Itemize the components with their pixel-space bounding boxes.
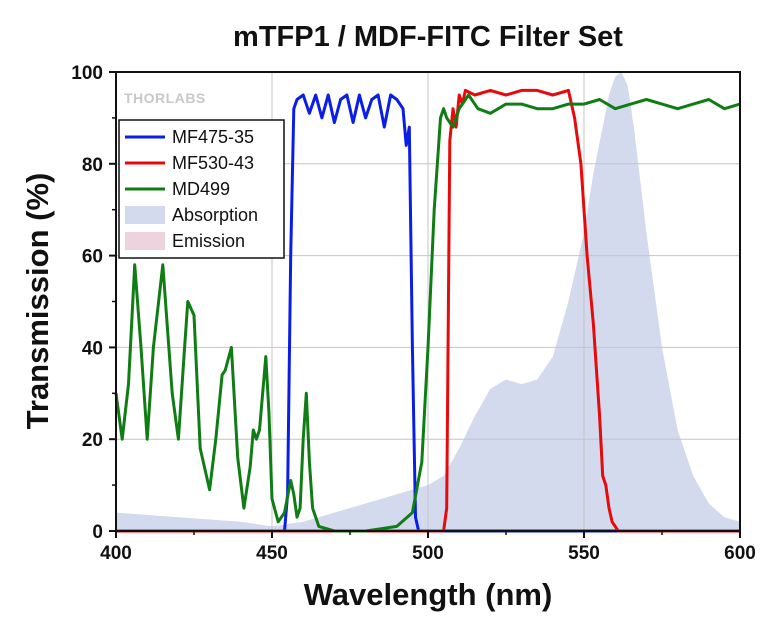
y-tick-label: 40 (82, 338, 103, 359)
y-tick-label: 100 (71, 63, 103, 84)
x-tick-label: 600 (724, 543, 756, 564)
legend-label-mf475-35: MF475-35 (172, 127, 254, 147)
line-md499 (114, 93, 741, 533)
thorlabs-watermark: THORLABS (124, 90, 206, 106)
y-tick-label: 60 (82, 247, 103, 268)
legend-label-md499: MD499 (172, 179, 230, 199)
chart-title: mTFP1 / MDF-FITC Filter Set (233, 21, 623, 53)
legend-swatch-emission (125, 232, 165, 250)
x-tick-label: 500 (412, 543, 444, 564)
y-tick-label: 80 (82, 155, 103, 176)
legend: MF475-35 MF530-43 MD499 Absorption Emission (118, 119, 285, 259)
axis-ticks: 400 450 500 550 600 0 20 40 60 80 100 (71, 63, 756, 564)
x-tick-label: 400 (100, 543, 132, 564)
line-series-layer (114, 88, 741, 533)
legend-label-emission: Emission (172, 231, 245, 251)
legend-swatch-absorption (125, 206, 165, 224)
y-tick-label: 20 (82, 430, 103, 451)
x-tick-label: 550 (568, 543, 600, 564)
legend-label-mf530-43: MF530-43 (172, 153, 254, 173)
x-tick-label: 450 (256, 543, 288, 564)
legend-label-absorption: Absorption (172, 205, 258, 225)
y-tick-label: 0 (92, 522, 103, 543)
x-axis-title: Wavelength (nm) (304, 577, 553, 612)
y-axis-title: Transmission (%) (20, 173, 55, 430)
line-mf475-35 (116, 93, 740, 533)
